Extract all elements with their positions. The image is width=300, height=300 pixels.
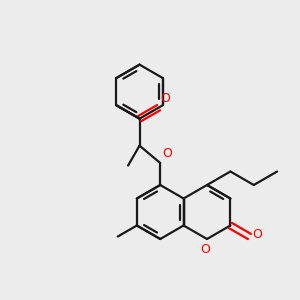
Text: O: O [160, 92, 170, 105]
Text: O: O [200, 243, 210, 256]
Text: O: O [252, 228, 262, 241]
Text: O: O [162, 147, 172, 160]
